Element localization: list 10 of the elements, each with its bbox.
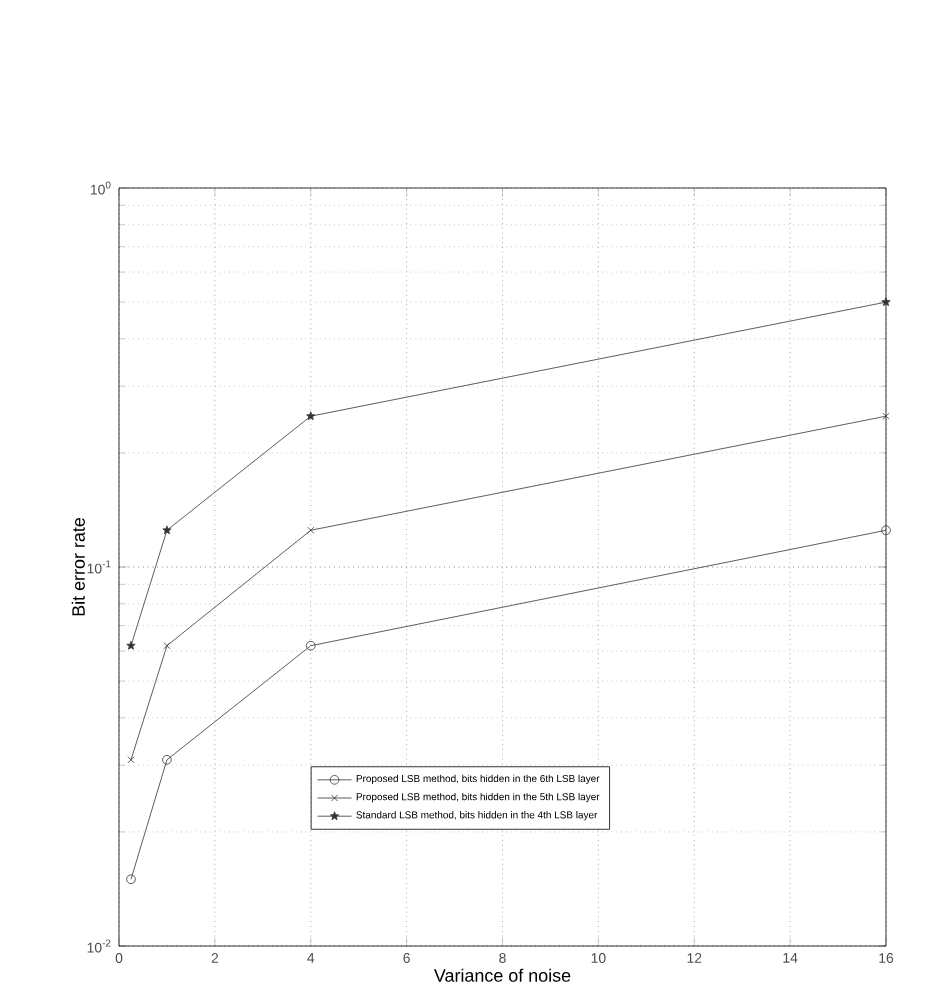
point xyxy=(881,297,891,307)
point xyxy=(306,411,316,421)
point xyxy=(163,642,171,650)
point xyxy=(307,526,315,534)
y-axis-title: Bit error rate xyxy=(71,517,85,616)
x-axis-title: Variance of noise xyxy=(433,968,571,982)
point xyxy=(305,640,316,651)
point xyxy=(162,525,172,535)
point xyxy=(162,755,172,765)
point xyxy=(126,640,136,650)
